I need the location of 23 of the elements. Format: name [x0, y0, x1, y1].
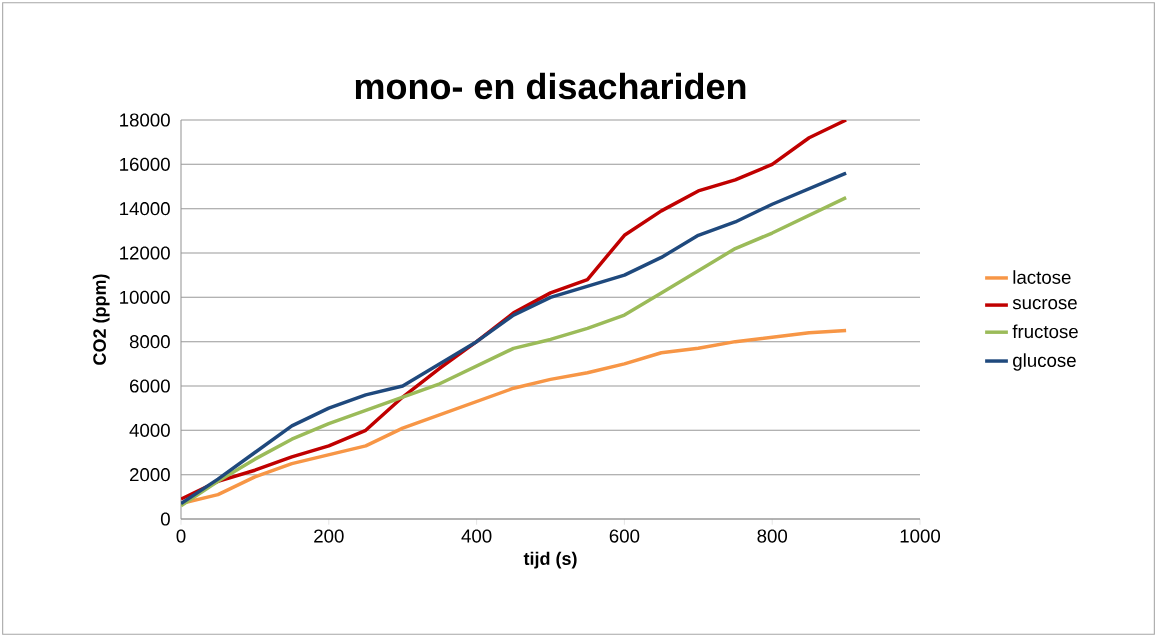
x-tick-label: 800 [757, 529, 788, 543]
x-axis-title: tijd (s) [523, 551, 577, 569]
y-tick-label: 16000 [120, 157, 170, 171]
y-tick-label: 18000 [120, 113, 170, 127]
legend-label: fructose [1012, 324, 1078, 339]
y-tick-label: 6000 [130, 379, 170, 393]
y-tick-label: 0 [160, 512, 170, 526]
x-tick-label: 600 [609, 529, 640, 543]
y-tick-label: 12000 [120, 246, 170, 260]
x-tick-label: 0 [176, 529, 186, 543]
y-tick-label: 2000 [130, 468, 170, 482]
x-tick-label: 1000 [900, 529, 941, 543]
legend-label: glucose [1013, 353, 1076, 371]
y-tick-label: 4000 [129, 423, 170, 437]
x-tick-label: 400 [461, 529, 492, 543]
y-tick-label: 8000 [129, 335, 170, 349]
y-tick-label: 14000 [120, 202, 170, 216]
legend-label: lactose [1013, 270, 1071, 284]
legend-label: sucrose [1012, 299, 1077, 310]
y-axis-title: CO2 (ppm) [92, 274, 110, 365]
chart-title: mono- en disachariden [355, 72, 746, 100]
y-tick-label: 10000 [120, 290, 170, 304]
x-tick-label: 200 [314, 529, 344, 543]
